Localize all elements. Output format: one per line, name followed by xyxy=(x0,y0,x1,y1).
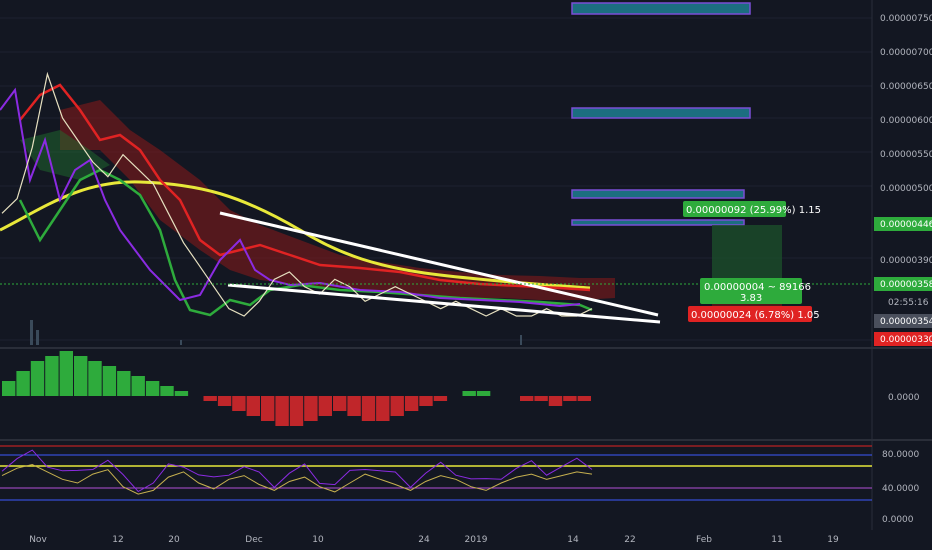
macd-bar xyxy=(275,396,289,426)
macd-bar xyxy=(88,361,102,396)
profit-label-box xyxy=(683,201,786,217)
macd-bar xyxy=(304,396,318,421)
price-tick-label: 0.00000600 xyxy=(880,116,932,126)
macd-bar xyxy=(520,396,534,401)
price-panel xyxy=(0,2,872,345)
time-tick-label: 2019 xyxy=(465,535,488,545)
prev-price-box xyxy=(874,314,932,328)
macd-tick: 0.0000 xyxy=(888,393,920,403)
wedge-upper xyxy=(219,211,659,317)
time-tick-label: Feb xyxy=(696,535,712,545)
macd-bar xyxy=(289,396,304,426)
zone-box-2 xyxy=(571,107,751,119)
macd-bar xyxy=(117,371,131,396)
rsi-axis: 80.0000 40.0000 0.0000 xyxy=(882,450,919,525)
macd-bar xyxy=(376,396,390,421)
wedge-lower xyxy=(227,283,661,324)
macd-bar xyxy=(2,381,16,396)
macd-bar xyxy=(174,391,189,396)
macd-bar xyxy=(45,356,59,396)
macd-bar xyxy=(74,356,88,396)
macd-bar xyxy=(577,396,591,401)
macd-bar xyxy=(261,396,275,421)
stoch-line xyxy=(1,449,593,493)
time-tick-label: 14 xyxy=(567,535,579,545)
macd-bar xyxy=(404,396,419,411)
macd-bar xyxy=(333,396,347,411)
moving-average-yellow xyxy=(0,180,591,290)
macd-bar xyxy=(563,396,577,401)
time-tick-label: 11 xyxy=(771,535,782,545)
target-label: 0.00000446 xyxy=(880,220,932,230)
time-tick-label: 12 xyxy=(112,535,123,545)
price-tick-label: 0.00000750 xyxy=(880,14,932,24)
stop-label-box xyxy=(874,332,932,346)
macd-bar xyxy=(16,371,30,396)
price-series-line xyxy=(1,71,593,317)
price-tick-label: 0.00000650 xyxy=(880,82,932,92)
macd-bar xyxy=(232,396,246,411)
prev-price-label: 0.00000354 xyxy=(880,317,932,327)
macd-bar xyxy=(217,396,232,406)
rsi-panel xyxy=(0,445,872,501)
macd-bar xyxy=(548,396,563,406)
volume-bars xyxy=(30,320,522,345)
ichimoku-cloud-green xyxy=(20,130,110,180)
macd-bar xyxy=(476,391,491,396)
zone-box-3 xyxy=(571,189,745,199)
macd-bar xyxy=(419,396,433,406)
price-tick-label: 0.00000390 xyxy=(880,256,932,266)
macd-bar xyxy=(347,396,361,416)
macd-bar xyxy=(318,396,332,416)
loss-label: 0.00000024 (6.78%) 1.05 xyxy=(691,310,820,321)
macd-panel xyxy=(2,351,591,426)
entry-sub-label: 3.83 xyxy=(740,293,762,304)
time-tick-label: 10 xyxy=(312,535,324,545)
entry-label-box xyxy=(700,278,802,304)
ichimoku-cloud xyxy=(60,100,615,300)
loss-label-box xyxy=(688,306,812,322)
stop-label: 0.00000330 xyxy=(880,335,932,345)
time-tick-label: 19 xyxy=(827,535,839,545)
time-tick-label: Dec xyxy=(245,535,262,545)
rsi-tick-label: 0.0000 xyxy=(882,515,914,525)
time-tick-label: 20 xyxy=(168,535,180,545)
purple-line xyxy=(0,87,581,308)
macd-bar xyxy=(203,396,217,401)
zone-box-1 xyxy=(571,2,751,15)
rsi-tick-label: 80.0000 xyxy=(882,450,919,460)
price-tick-label: 0.00000700 xyxy=(880,48,932,58)
macd-bar xyxy=(534,396,548,401)
macd-bar xyxy=(102,366,117,396)
time-tick-label: 22 xyxy=(624,535,635,545)
price-tick-label: 0.00000500 xyxy=(880,184,932,194)
current-price-box xyxy=(874,277,932,291)
macd-bar xyxy=(433,396,448,401)
macd-bar xyxy=(131,376,145,396)
rsi-line xyxy=(1,463,593,495)
price-tick-label: 0.00000550 xyxy=(880,150,932,160)
time-tick-label: 24 xyxy=(418,535,430,545)
time-axis: Nov 12 20 Dec 10 24 2019 14 22 Feb 11 19 xyxy=(29,535,839,545)
macd-bar xyxy=(361,396,376,421)
macd-bar xyxy=(462,391,476,396)
profit-label: 0.00000092 (25.99%) 1.15 xyxy=(686,205,821,216)
macd-bar xyxy=(59,351,73,396)
countdown-label: 02:55:16 xyxy=(888,298,929,308)
macd-bar xyxy=(160,386,174,396)
target-label-box xyxy=(874,217,932,231)
macd-bar xyxy=(390,396,404,416)
rsi-tick-label: 40.0000 xyxy=(882,484,919,494)
macd-bar xyxy=(30,361,45,396)
time-tick-label: Nov xyxy=(29,535,47,545)
red-line xyxy=(19,83,591,292)
entry-label: 0.00000004 ~ 89166 xyxy=(704,282,811,293)
macd-bar xyxy=(246,396,260,416)
macd-bar xyxy=(145,381,160,396)
profit-zone xyxy=(712,225,782,283)
current-price-label: 0.00000358 xyxy=(880,280,932,290)
zone-box-4 xyxy=(571,219,745,226)
